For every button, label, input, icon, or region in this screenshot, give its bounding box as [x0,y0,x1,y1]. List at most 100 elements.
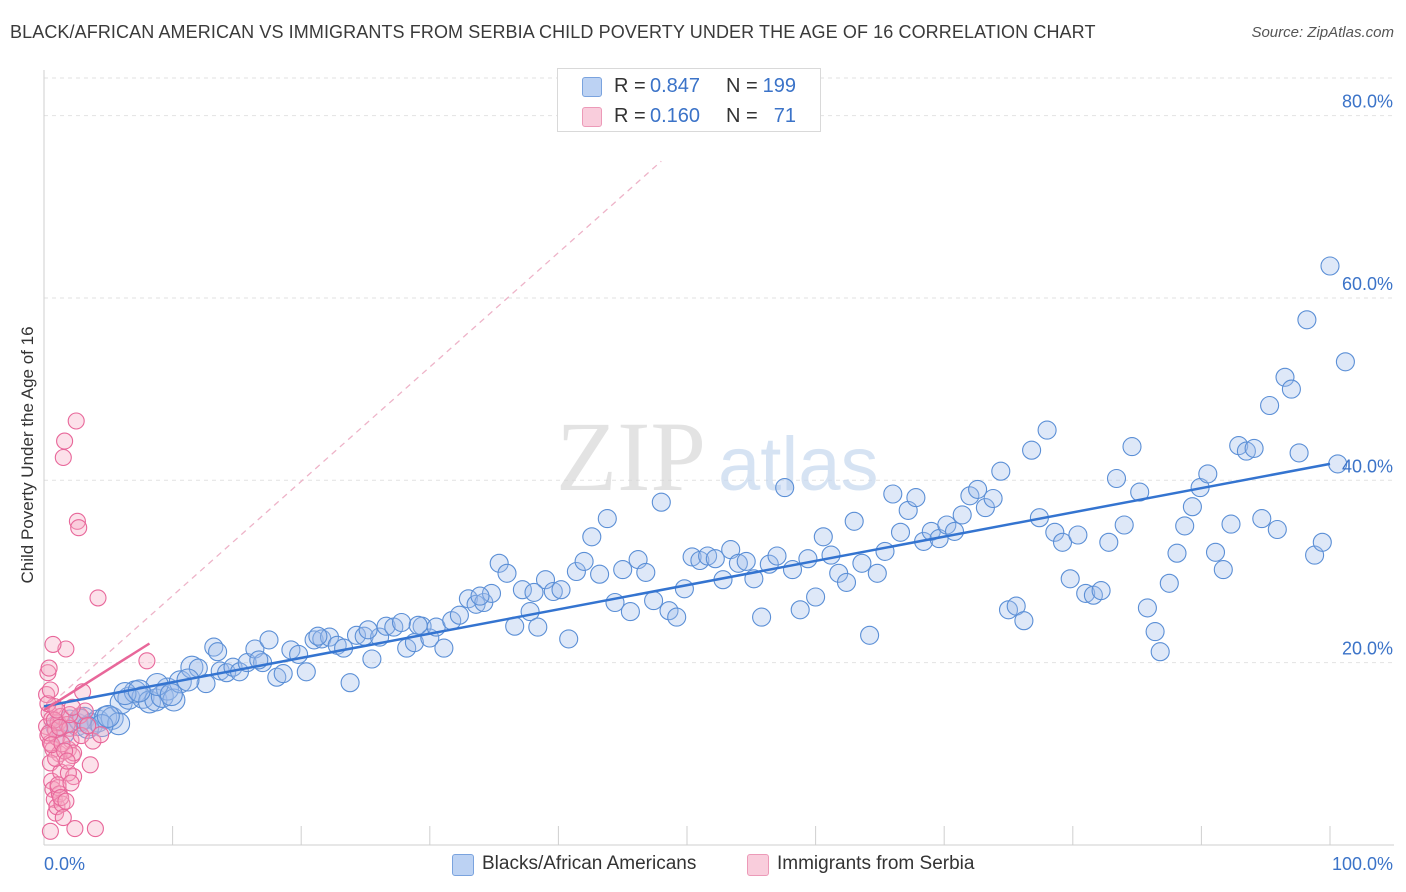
data-point-blacks [813,527,833,547]
data-point-blacks [597,509,617,529]
data-point-blacks [867,563,887,583]
x-tick-label-min: 0.0% [44,854,85,874]
trend-lines [43,160,1331,712]
data-point-blacks [358,620,378,640]
data-point-blacks [983,488,1003,509]
data-point-blacks [1037,420,1057,440]
data-point-serbia [66,820,84,838]
data-point-blacks [906,488,926,508]
y-axis-label: Child Poverty Under the Age of 16 [18,326,37,583]
data-point-blacks [1244,438,1264,458]
data-point-blacks [1145,622,1165,642]
series-blacks-points [45,256,1355,745]
data-point-blacks [1167,543,1187,563]
n-value: 199 [762,75,796,97]
data-point-blacks [434,638,454,658]
data-point-blacks [1275,367,1295,387]
trend-line-serbia-extended [43,160,662,711]
data-point-serbia [70,519,88,537]
data-point-blacks [362,649,382,669]
r-value: 0.160 [650,105,701,127]
data-point-serbia [58,752,76,770]
series-serbia-points [38,412,156,840]
data-point-blacks [1312,532,1332,552]
data-point-blacks [674,579,694,599]
source-label: Source: ZipAtlas.com [1251,24,1394,41]
data-point-blacks [1281,379,1301,399]
legend-swatch-blue [452,854,474,876]
data-point-blacks [1175,516,1195,536]
data-point-blacks [752,607,772,627]
data-point-blacks [844,511,864,531]
legend-swatch-pink [582,107,602,127]
data-point-blacks [1045,522,1065,542]
r-label: R = [614,75,646,97]
data-point-serbia [41,822,59,840]
data-point-blacks [736,551,756,571]
data-point-serbia [41,681,59,699]
trend-line-blacks [43,462,1331,708]
data-point-blacks [1137,598,1157,618]
data-point-blacks [551,580,571,600]
data-point-blacks [1320,256,1340,276]
data-point-blacks [960,486,980,506]
y-tick-label: 60.0% [1342,274,1393,294]
data-point-blacks [659,601,679,621]
data-point-blacks [1260,395,1280,416]
n-value: 71 [773,105,796,127]
data-point-blacks [524,582,544,602]
stats-legend: R = 0.847 N = 199 R = 0.160 N = 71 [557,68,821,132]
data-point-blacks [512,580,532,600]
stats-row-serbia: R = 0.160 N = 71 [558,101,820,131]
data-point-blacks [968,479,988,499]
data-point-blacks [767,546,787,566]
data-point-blacks [566,561,586,582]
data-point-serbia [138,652,156,670]
data-point-blacks [952,505,972,525]
data-point-blacks [1289,443,1309,463]
data-point-serbia [86,820,104,838]
data-point-blacks [267,667,287,687]
data-point-blacks [497,563,517,583]
data-point-serbia [62,774,80,792]
data-point-blacks [852,553,872,573]
data-point-blacks [543,581,563,602]
data-point-blacks [273,664,293,684]
data-point-blacks [860,625,880,645]
data-point-blacks [806,587,826,607]
data-point-blacks [489,553,509,573]
data-point-blacks [1076,583,1096,603]
data-point-blacks [1205,542,1226,562]
data-point-blacks [944,521,965,541]
data-point-blacks [1335,352,1355,372]
data-point-blacks [1182,497,1202,517]
data-point-blacks [1252,509,1272,529]
data-point-blacks [937,515,957,535]
data-point-blacks [574,551,594,571]
data-point-blacks [1114,515,1134,535]
data-point-blacks [535,570,556,590]
data-point-blacks [408,615,428,635]
n-label: N = [726,105,758,127]
data-point-serbia [89,589,107,607]
axis-labels: 20.0% 40.0% 60.0% 80.0% 0.0% 100.0% Child Pove… [18,92,1393,874]
data-point-blacks [636,562,656,582]
data-point-blacks [582,527,602,547]
data-point-blacks [667,607,687,627]
data-point-serbia [57,640,75,658]
data-point-serbia [63,698,81,716]
data-point-blacks [790,600,810,620]
data-point-serbia [50,718,68,736]
data-point-serbia [49,776,67,794]
data-point-blacks [875,541,895,561]
data-point-serbia [92,726,110,744]
data-point-blacks [308,626,328,646]
data-point-blacks [836,572,857,592]
r-label: R = [614,105,646,127]
data-point-blacks [1099,532,1119,552]
legend-swatch-blue [582,77,602,97]
data-point-blacks [559,629,579,649]
data-point-blacks [449,605,469,625]
axes [43,70,1394,846]
data-point-blacks [346,625,367,645]
